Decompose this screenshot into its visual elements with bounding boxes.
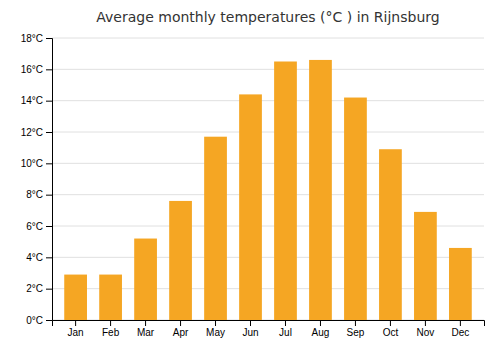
y-tick: 6°C [26, 221, 52, 232]
y-tick-label: 4°C [26, 252, 43, 263]
x-tick: Aug [312, 320, 330, 338]
y-tick-mark [46, 320, 52, 321]
y-tick-label: 16°C [21, 64, 43, 75]
y-tick-mark [46, 163, 52, 164]
y-tick-label: 2°C [26, 283, 43, 294]
x-tick-label: Jun [242, 327, 258, 338]
x-tick-mark [250, 320, 251, 326]
bar [99, 275, 122, 320]
grid-line [52, 194, 484, 195]
y-tick-mark [46, 257, 52, 258]
x-tick-mark [285, 320, 286, 326]
x-tick-mark [180, 320, 181, 326]
bar [204, 137, 227, 320]
bar [169, 201, 192, 320]
plot: Jan Feb Mar Apr May Jun Jul Aug Sep Oct Nov Dec 0°C 2… [21, 33, 485, 338]
bar [344, 98, 367, 320]
y-tick-mark [46, 195, 52, 196]
bars [64, 60, 472, 320]
x-tick: Dec [451, 320, 469, 338]
grid-line [52, 38, 484, 39]
x-tick-label: Mar [137, 327, 155, 338]
y-tick-label: 18°C [21, 33, 43, 44]
bar [449, 248, 472, 320]
grid-line [52, 163, 484, 164]
y-tick-mark [46, 38, 52, 39]
bar [274, 62, 297, 321]
x-tick-mark [390, 320, 391, 326]
y-tick: 4°C [26, 252, 52, 263]
y-tick: 8°C [26, 189, 52, 200]
x-tick-label: May [206, 327, 225, 338]
x-axis: Jan Feb Mar Apr May Jun Jul Aug Sep Oct Nov Dec [53, 320, 485, 338]
y-tick-label: 14°C [21, 95, 43, 106]
grid-line [52, 100, 484, 101]
y-tick-mark [46, 101, 52, 102]
y-tick: 16°C [21, 64, 52, 75]
x-tick: Nov [417, 320, 435, 338]
bar [239, 94, 262, 320]
y-tick-label: 6°C [26, 221, 43, 232]
x-tick-mark [355, 320, 356, 326]
chart: Jan Feb Mar Apr May Jun Jul Aug Sep Oct Nov Dec 0°C 2… [0, 0, 500, 350]
grid-line [52, 69, 484, 70]
y-tick-label: 8°C [26, 189, 43, 200]
grid-line [52, 132, 484, 133]
x-tick-label: Oct [383, 327, 399, 338]
x-tick-mark [110, 320, 111, 326]
x-tick-mark [75, 320, 76, 326]
x-tick-label: Nov [417, 327, 435, 338]
axis-domain [46, 39, 53, 321]
y-tick-mark [46, 289, 52, 290]
x-tick: Jun [242, 320, 258, 338]
x-tick-label: Apr [173, 327, 189, 338]
y-tick: 14°C [21, 95, 52, 106]
x-tick-label: Jul [279, 327, 292, 338]
x-tick-label: Dec [451, 327, 469, 338]
x-tick-mark [145, 320, 146, 326]
x-tick-mark [215, 320, 216, 326]
x-tick: Jul [279, 320, 292, 338]
y-tick: 12°C [21, 127, 52, 138]
y-tick-label: 12°C [21, 127, 43, 138]
x-tick: May [206, 320, 225, 338]
x-tick: Apr [173, 320, 189, 338]
y-tick: 18°C [21, 33, 52, 44]
y-tick: 10°C [21, 158, 52, 169]
bar [64, 275, 87, 320]
grid [52, 38, 484, 320]
y-tick-mark [46, 132, 52, 133]
x-tick: Jan [68, 320, 84, 338]
x-tick-mark [425, 320, 426, 326]
bar [414, 212, 437, 320]
bar [379, 149, 402, 320]
axis-domain [53, 321, 485, 327]
bar [309, 60, 332, 320]
y-tick-label: 10°C [21, 158, 43, 169]
y-tick-label: 0°C [26, 315, 43, 326]
bar [134, 239, 157, 320]
x-tick: Sep [347, 320, 365, 338]
x-tick-label: Jan [68, 327, 84, 338]
x-tick-label: Sep [347, 327, 365, 338]
x-tick: Mar [137, 320, 155, 338]
x-tick: Oct [383, 320, 399, 338]
x-tick-label: Feb [102, 327, 120, 338]
title: Average monthly temperatures (°C ) in Ri… [96, 9, 439, 25]
y-tick-mark [46, 226, 52, 227]
y-tick: 0°C [26, 315, 52, 326]
x-tick: Feb [102, 320, 120, 338]
y-axis: 0°C 2°C 4°C 6°C 8°C 10°C 12°C 14°C 16°C 18°C [21, 33, 53, 326]
y-tick-mark [46, 69, 52, 70]
x-tick-mark [460, 320, 461, 326]
x-tick-mark [320, 320, 321, 326]
x-tick-label: Aug [312, 327, 330, 338]
y-tick: 2°C [26, 283, 52, 294]
